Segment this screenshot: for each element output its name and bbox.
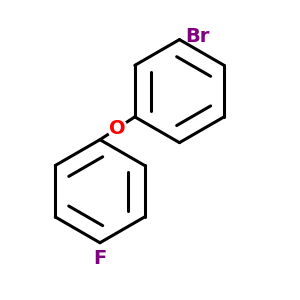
Text: O: O	[109, 119, 126, 138]
Text: Br: Br	[185, 27, 210, 46]
Text: F: F	[93, 249, 106, 268]
